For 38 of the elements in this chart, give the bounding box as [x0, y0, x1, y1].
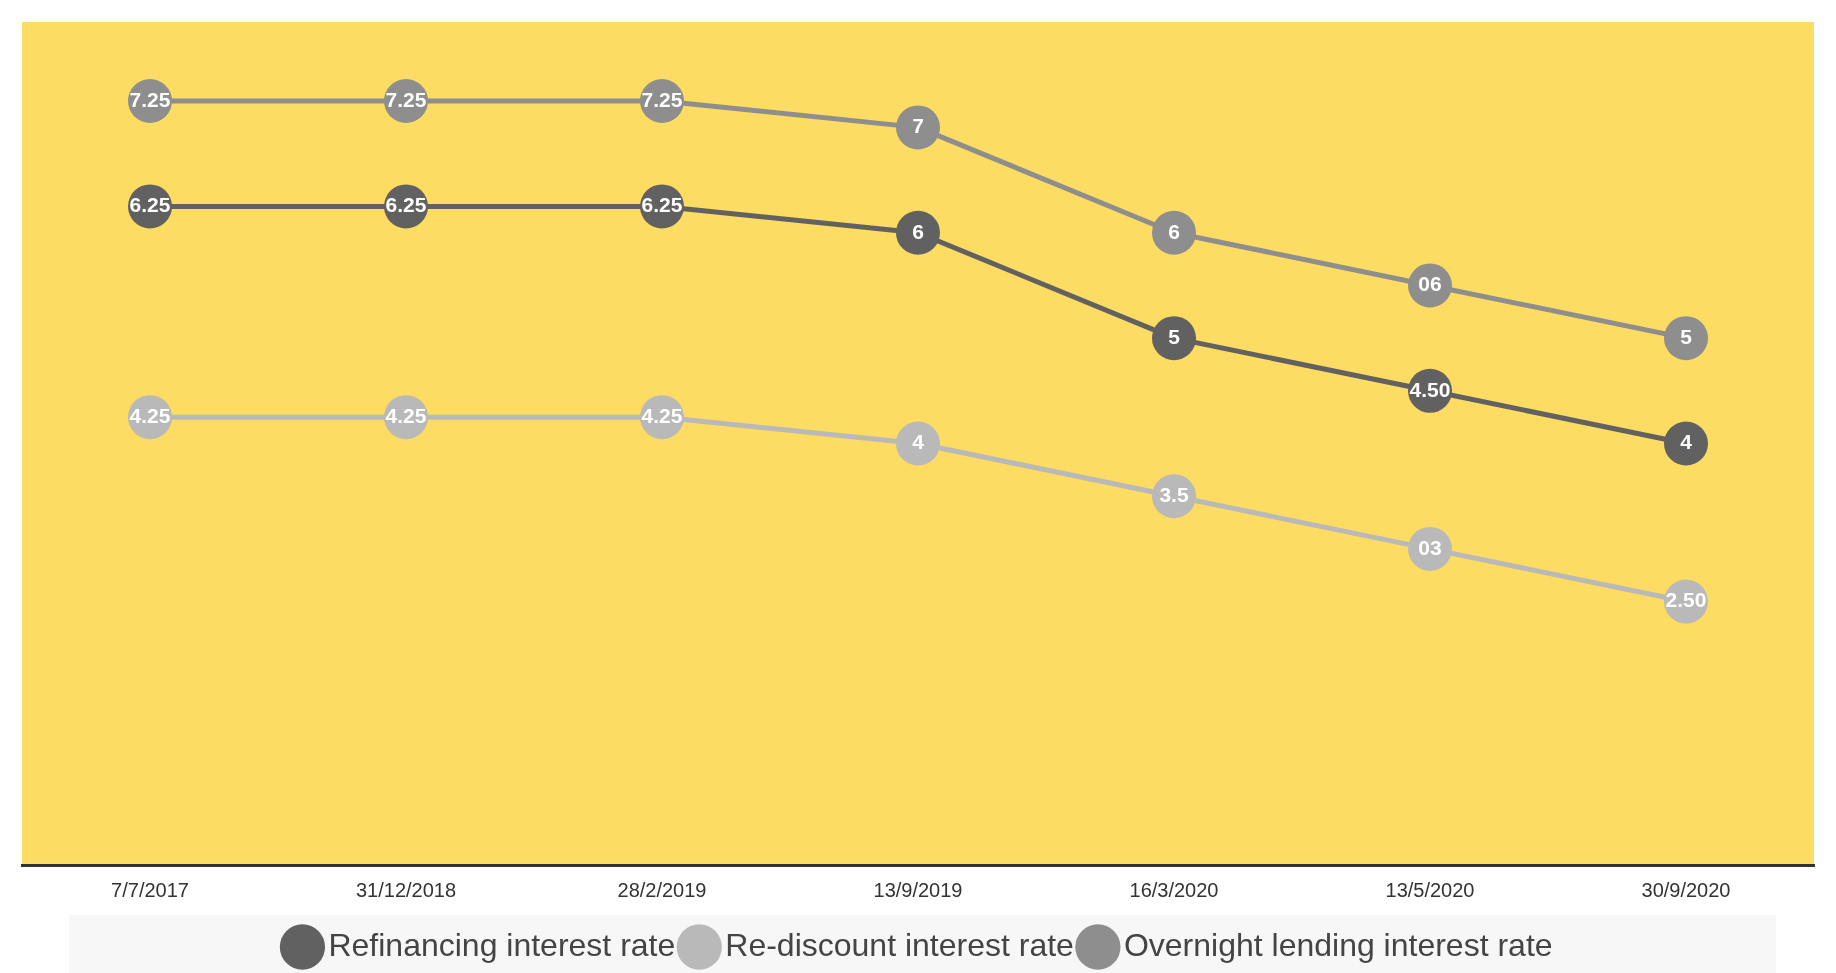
x-tick-label: 13/5/2020 [1385, 878, 1475, 901]
data-label: 7.25 [641, 87, 683, 111]
data-label: 06 [1418, 272, 1442, 296]
point [1664, 421, 1708, 466]
data-label: 2.50 [1665, 588, 1707, 612]
point [1152, 316, 1196, 361]
data-label: 6.25 [641, 193, 683, 217]
x-tick-label: 30/9/2020 [1641, 878, 1731, 901]
data-label: 03 [1418, 535, 1442, 559]
data-label: 4 [912, 430, 925, 454]
data-label: 7 [912, 114, 924, 138]
data-label: 7.25 [129, 87, 171, 111]
data-label: 5 [1680, 324, 1693, 348]
data-label: 4.25 [129, 403, 171, 427]
legend-label: Re-discount interest rate [725, 926, 1074, 963]
data-label: 6 [912, 219, 924, 243]
data-label: 5 [1168, 324, 1181, 348]
point [896, 421, 940, 466]
legend-label: Overnight lending interest rate [1123, 926, 1553, 963]
data-label: 6.25 [385, 193, 427, 217]
data-label: 4.25 [385, 403, 427, 427]
data-label: 4.25 [641, 403, 683, 427]
legend-label: Refinancing interest rate [328, 926, 676, 963]
x-tick-label: 13/9/2019 [873, 878, 963, 901]
point [896, 210, 940, 255]
point [1152, 210, 1196, 255]
data-label: 7.25 [385, 87, 427, 111]
x-tick-label: 28/2/2019 [617, 878, 707, 901]
x-tick-label: 31/12/2018 [355, 878, 457, 901]
point [1664, 316, 1708, 361]
data-label: 4 [1680, 430, 1693, 454]
data-label: 3.5 [1159, 482, 1189, 506]
x-tick-label: 7/7/2017 [111, 878, 189, 901]
data-label: 6 [1168, 219, 1180, 243]
data-label: 4.50 [1409, 377, 1451, 401]
data-label: 6.25 [129, 193, 171, 217]
x-tick-label: 16/3/2020 [1129, 878, 1219, 901]
point [896, 105, 940, 150]
